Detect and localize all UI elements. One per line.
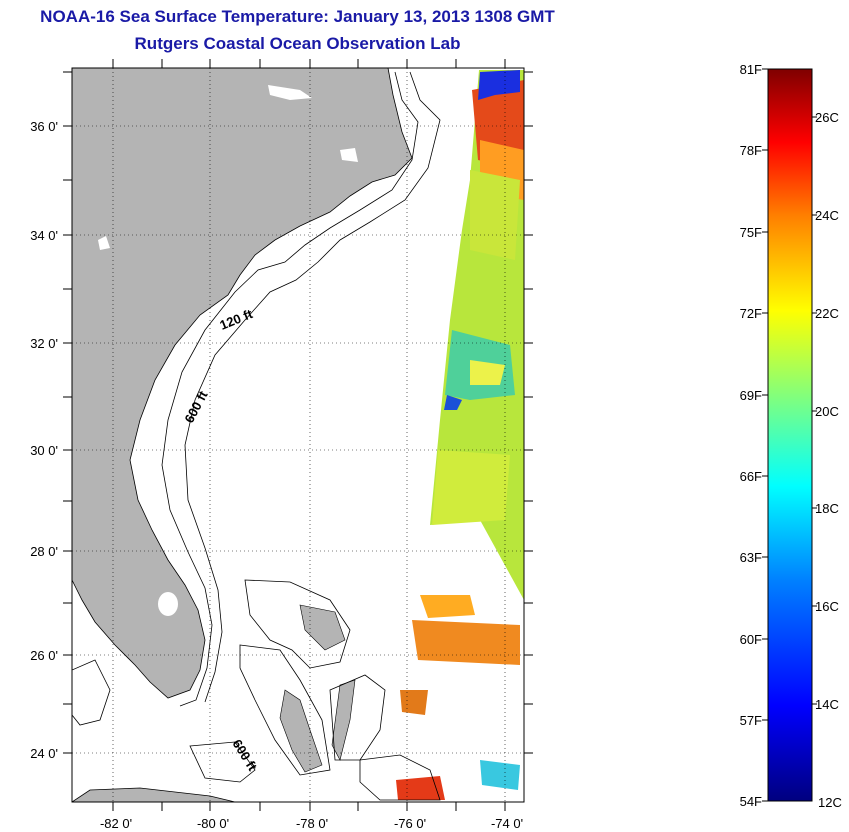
- lat-label-32: 32 0': [30, 336, 58, 351]
- graticule: [72, 68, 524, 802]
- lat-label-34: 34 0': [30, 228, 58, 243]
- colorbar-c-14: 14C: [815, 697, 839, 712]
- colorbar-gradient: [767, 68, 813, 802]
- colorbar-c-26: 26C: [815, 110, 839, 125]
- colorbar-c-12: 12C: [818, 795, 842, 810]
- colorbar-f-72: 72F: [740, 306, 762, 321]
- colorbar-c-24: 24C: [815, 208, 839, 223]
- map-subtitle: Rutgers Coastal Ocean Observation Lab: [134, 34, 461, 53]
- colorbar-f-54: 54F: [740, 794, 762, 809]
- colorbar-f-60: 60F: [740, 632, 762, 647]
- bathymetry-contours: [72, 71, 441, 801]
- lon-label-76: -76 0': [394, 816, 426, 831]
- lat-label-30: 30 0': [30, 443, 58, 458]
- map-ticks: [63, 59, 533, 811]
- colorbar-c-16: 16C: [815, 599, 839, 614]
- colorbar-f-69: 69F: [740, 388, 762, 403]
- map-canvas: 120 ft 600 ft 600 ft: [72, 68, 524, 802]
- colorbar-c-18: 18C: [815, 501, 839, 516]
- colorbar-f-78: 78F: [740, 143, 762, 158]
- lon-label-82: -82 0': [100, 816, 132, 831]
- lon-label-74: -74 0': [491, 816, 523, 831]
- lon-label-78: -78 0': [296, 816, 328, 831]
- colorbar-f-66: 66F: [740, 469, 762, 484]
- lat-label-26: 26 0': [30, 648, 58, 663]
- lat-label-24: 24 0': [30, 746, 58, 761]
- colorbar-f-57: 57F: [740, 713, 762, 728]
- colorbar-c-22: 22C: [815, 306, 839, 321]
- colorbar-f-81: 81F: [740, 62, 762, 77]
- colorbar-f-63: 63F: [740, 550, 762, 565]
- map-title: NOAA-16 Sea Surface Temperature: January…: [40, 7, 555, 26]
- lat-label-28: 28 0': [30, 544, 58, 559]
- colorbar: 81F 78F 75F 72F 69F 66F 63F 60F 57F 54F …: [740, 62, 842, 810]
- colorbar-f-75: 75F: [740, 225, 762, 240]
- map-frame: [71, 67, 525, 803]
- land: [72, 68, 413, 802]
- lon-label-80: -80 0': [197, 816, 229, 831]
- colorbar-c-20: 20C: [815, 404, 839, 419]
- sst-swath: [396, 70, 524, 800]
- lat-label-36: 36 0': [30, 119, 58, 134]
